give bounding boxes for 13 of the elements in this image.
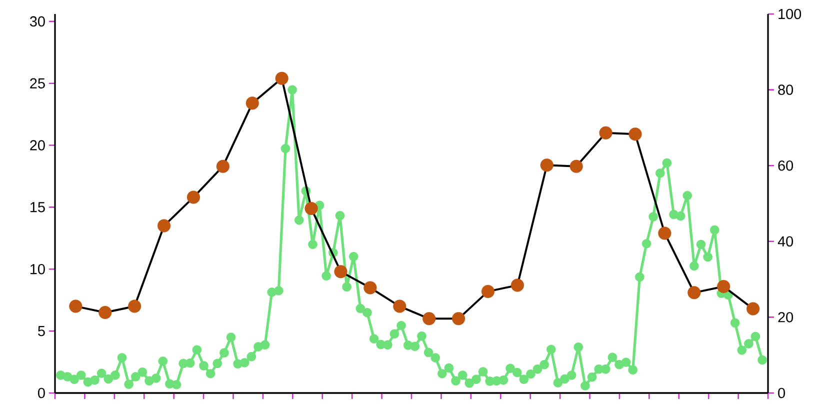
y-tick-label: 15 [30, 202, 45, 212]
y-tick-label: 60 [778, 160, 794, 171]
y-tick-label: 20 [778, 312, 794, 322]
y-tick-label: 20 [30, 140, 45, 150]
y-tick-label: 0 [38, 388, 45, 398]
y-tick-label: 10 [30, 264, 45, 274]
y-tick-label: 0 [778, 388, 785, 398]
y-tick-label: 100 [778, 8, 802, 20]
y-tick-label: 40 [778, 236, 794, 247]
y-tick-label: 5 [38, 326, 45, 336]
y-tick-label: 30 [30, 16, 45, 27]
y-tick-label: 25 [30, 78, 45, 88]
y-tick-label: 80 [778, 84, 794, 95]
